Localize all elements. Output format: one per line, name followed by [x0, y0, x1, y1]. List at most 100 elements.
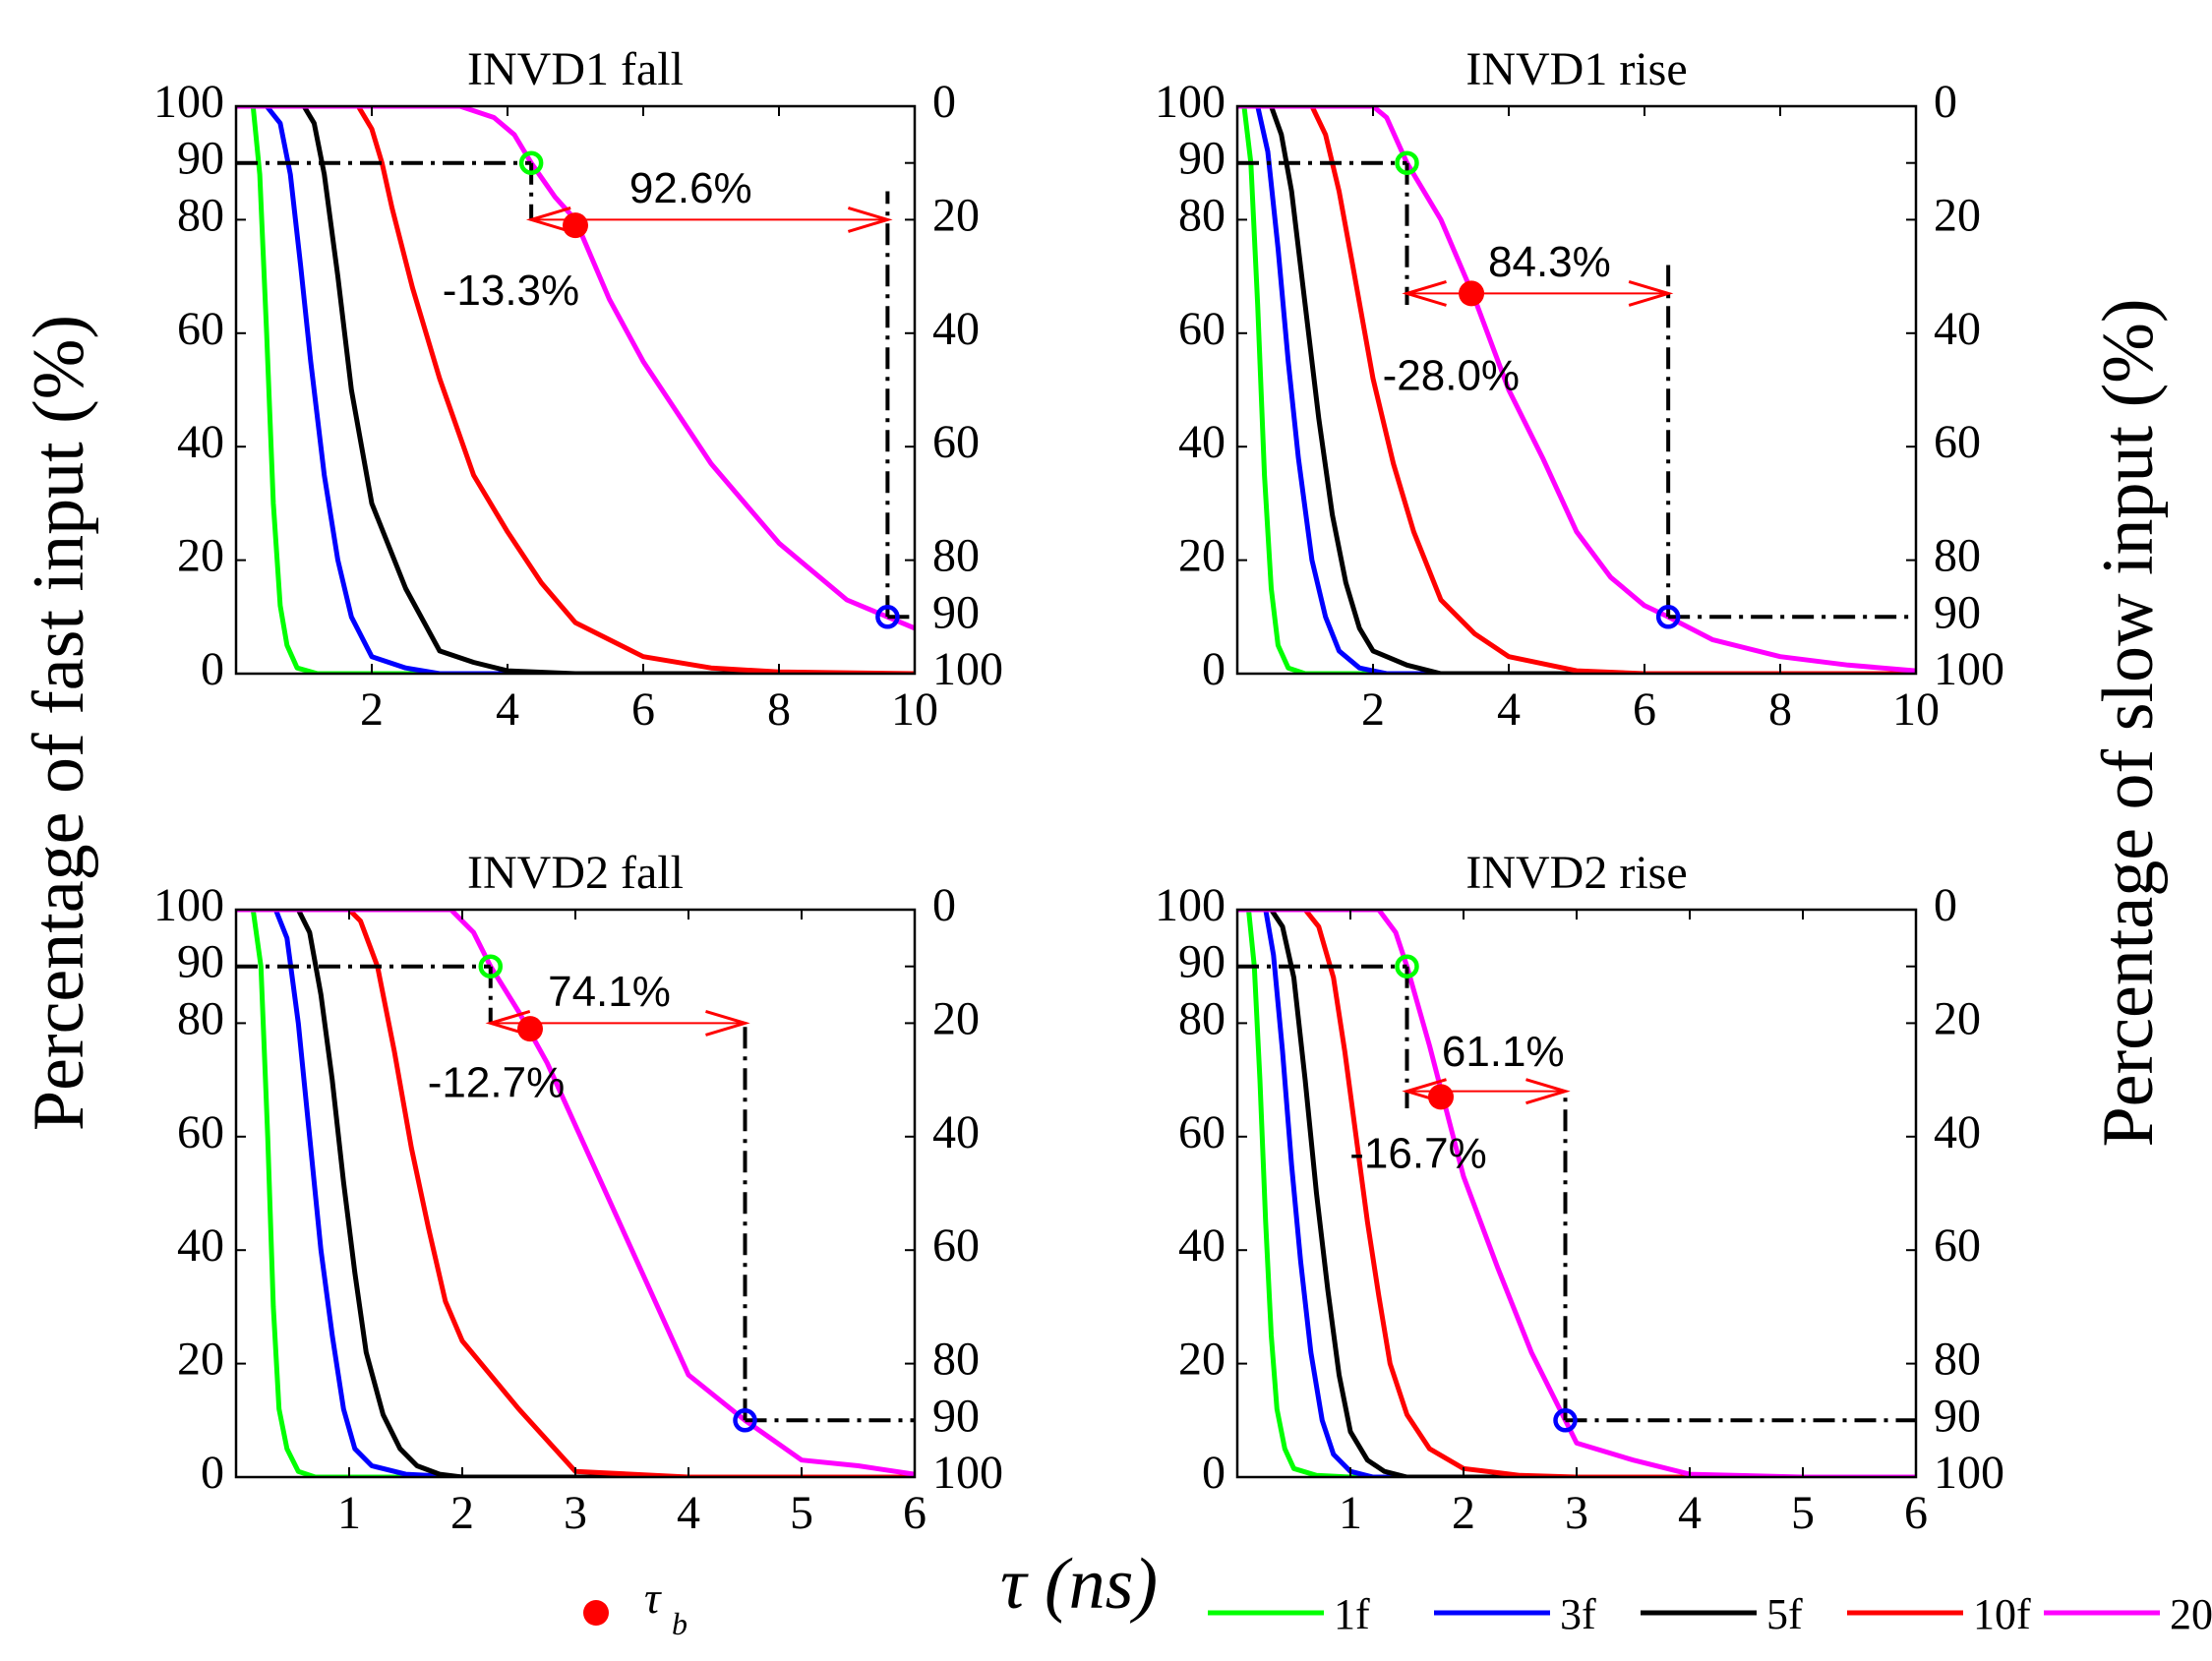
x-tick-label: 5 — [1791, 1487, 1815, 1539]
y-tick-label-right: 0 — [1934, 879, 1957, 931]
legend-label-3f: 3f — [1560, 1590, 1596, 1638]
y-tick-label-left: 20 — [177, 1334, 224, 1386]
y-tick-label-left: 100 — [1155, 76, 1226, 128]
x-tick-label: 4 — [677, 1487, 700, 1539]
y-tick-label-right: 100 — [1934, 643, 2004, 695]
series-line-3f — [1237, 910, 1916, 1477]
legend: τ b 1f 3f 5f 10f 20f — [583, 1572, 2212, 1641]
series-line-3f — [1237, 106, 1916, 674]
axes-box — [234, 104, 917, 676]
annotation-label: 92.6% — [629, 164, 752, 212]
legend-tau-b-subscript: b — [672, 1606, 688, 1641]
y-tick-label-right: 20 — [932, 189, 980, 241]
series-line-10f — [236, 106, 915, 674]
x-tick-label: 4 — [496, 683, 519, 736]
y-tick-label-left: 40 — [177, 416, 224, 468]
marker-10-percent — [1655, 605, 1681, 629]
axes-box — [1235, 908, 1918, 1479]
arrow-head-left — [485, 1009, 531, 1037]
y-tick-label-right: 60 — [932, 416, 980, 468]
series-line-1f — [1237, 106, 1916, 674]
x-tick-label: 4 — [1497, 683, 1521, 736]
y-tick-label-left: 80 — [177, 189, 224, 241]
y-tick-label-left: 60 — [1178, 303, 1226, 355]
y-tick-label-left: 80 — [177, 992, 224, 1044]
y-tick-label-right: 80 — [932, 530, 980, 582]
annotation-label: -12.7% — [428, 1058, 565, 1106]
y-tick-label-right: 0 — [1934, 76, 1957, 128]
legend-tau-b-label: τ — [644, 1572, 662, 1623]
y-tick-label-left: 60 — [177, 303, 224, 355]
y-tick-label-right: 40 — [932, 303, 980, 355]
y-tick-label-right: 0 — [932, 76, 956, 128]
marker-10-percent — [1553, 1408, 1578, 1433]
y-tick-label-right: 100 — [1934, 1447, 2004, 1499]
arrow-head-right — [1525, 1078, 1571, 1105]
y-tick-label-left: 20 — [177, 530, 224, 582]
marker-tau-b — [1459, 280, 1485, 307]
y-tick-label-left: 0 — [1202, 643, 1226, 695]
x-tick-label: 2 — [360, 683, 384, 736]
series-line-20f — [236, 910, 915, 1477]
series-line-10f — [236, 910, 915, 1477]
arrow-head-right — [705, 1009, 750, 1037]
y-tick-label-right: 60 — [1934, 416, 1981, 468]
x-tick-label: 1 — [1339, 1487, 1362, 1539]
x-tick-label: 8 — [1768, 683, 1792, 736]
y-tick-label-right: 40 — [932, 1106, 980, 1158]
panel-title: INVD2 rise — [1465, 847, 1687, 899]
panel-invd1-rise: INVD1 rise84.3%-28.0%0204060809010010090… — [1155, 43, 2004, 736]
y-tick-label-left: 100 — [153, 76, 224, 128]
panel-title: INVD1 rise — [1465, 43, 1687, 95]
y-tick-label-right: 90 — [932, 586, 980, 638]
legend-label-10f: 10f — [1973, 1590, 2031, 1638]
y-tick-label-left: 0 — [201, 643, 224, 695]
marker-10-percent — [733, 1408, 757, 1433]
y-tick-label-right: 100 — [932, 643, 1003, 695]
series-line-5f — [236, 910, 915, 1477]
series-line-1f — [236, 106, 915, 674]
y-tick-label-right: 90 — [932, 1390, 980, 1442]
y-tick-label-right: 80 — [932, 1334, 980, 1386]
x-tick-label: 6 — [1633, 683, 1656, 736]
y-tick-label-left: 60 — [177, 1106, 224, 1158]
legend-label-20f: 20f — [2170, 1590, 2212, 1638]
y-tick-label-right: 40 — [1934, 303, 1981, 355]
annotation-label: 74.1% — [548, 968, 671, 1016]
x-tick-label: 6 — [1904, 1487, 1928, 1539]
y-tick-label-left: 100 — [153, 879, 224, 931]
legend-tau-b-marker — [583, 1600, 609, 1626]
y-tick-label-left: 20 — [1178, 1334, 1226, 1386]
left-y-axis-label: Percentage of fast input (%) — [19, 315, 99, 1131]
x-tick-label: 2 — [1361, 683, 1385, 736]
y-tick-label-left: 40 — [1178, 1219, 1226, 1272]
y-tick-label-left: 90 — [177, 133, 224, 185]
y-tick-label-left: 0 — [1202, 1447, 1226, 1499]
x-tick-label: 8 — [767, 683, 791, 736]
x-tick-label: 6 — [631, 683, 655, 736]
x-tick-label: 2 — [450, 1487, 474, 1539]
marker-tau-b — [517, 1016, 543, 1042]
legend-label-5f: 5f — [1766, 1590, 1803, 1638]
panel-title: INVD1 fall — [467, 43, 684, 95]
y-tick-label-left: 90 — [177, 936, 224, 988]
x-tick-label: 3 — [1565, 1487, 1588, 1539]
series-line-5f — [236, 106, 915, 674]
annotation-label: -13.3% — [443, 267, 579, 315]
y-tick-label-right: 90 — [1934, 586, 1981, 638]
arrow-head-left — [525, 206, 571, 233]
marker-tau-b — [563, 212, 588, 239]
arrow-head-right — [1628, 279, 1674, 307]
x-tick-label: 3 — [564, 1487, 587, 1539]
y-tick-label-right: 20 — [932, 992, 980, 1044]
right-y-axis-label: Percentage of slow input (%) — [2088, 298, 2169, 1147]
series-line-1f — [1237, 910, 1916, 1477]
y-tick-label-left: 60 — [1178, 1106, 1226, 1158]
y-tick-label-left: 40 — [177, 1219, 224, 1272]
series-line-5f — [1237, 910, 1916, 1477]
series-line-10f — [1237, 910, 1916, 1477]
y-tick-label-right: 20 — [1934, 992, 1981, 1044]
y-tick-label-left: 100 — [1155, 879, 1226, 931]
series-line-3f — [236, 106, 915, 674]
